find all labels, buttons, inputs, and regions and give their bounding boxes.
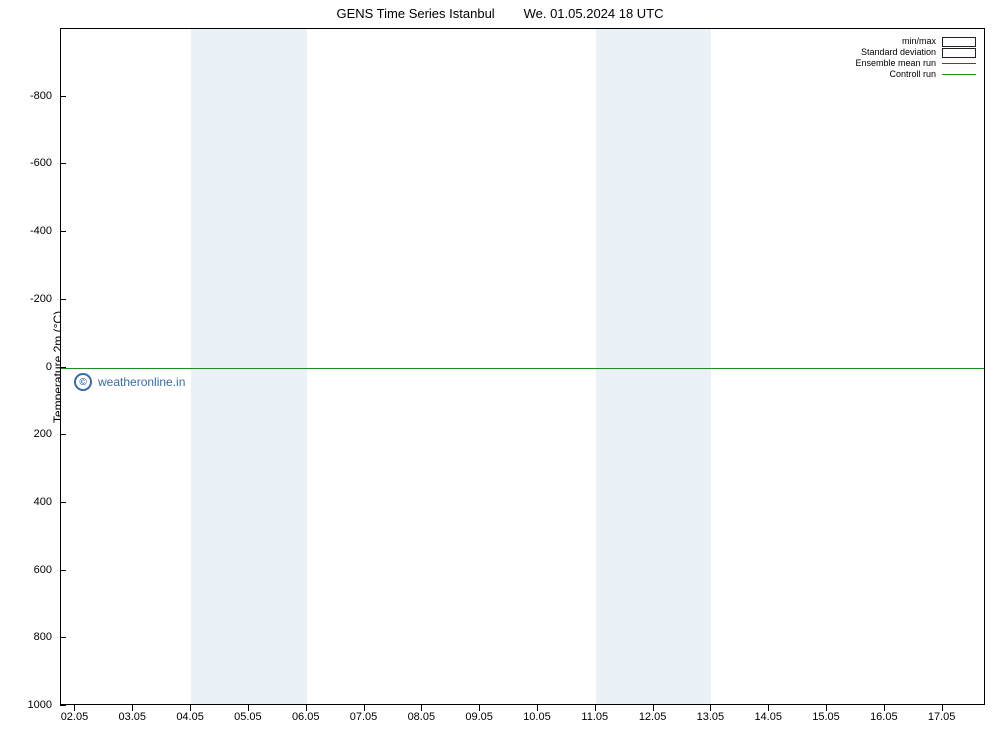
plot-area: [60, 28, 985, 705]
x-tick-label: 06.05: [292, 711, 320, 723]
x-tick-label: 16.05: [870, 711, 898, 723]
weekend-shade: [596, 29, 712, 704]
legend-item-label: Controll run: [889, 69, 936, 80]
x-tick-label: 04.05: [176, 711, 204, 723]
legend-item-label: Standard deviation: [861, 47, 936, 58]
legend-swatch: [942, 48, 976, 58]
x-tick-label: 10.05: [523, 711, 551, 723]
y-tick-mark: [60, 367, 66, 368]
y-tick-label: 400: [34, 496, 52, 508]
x-tick-label: 09.05: [465, 711, 493, 723]
copyright-symbol: ©: [79, 377, 86, 388]
legend-line: [942, 63, 976, 64]
y-tick-label: -400: [30, 225, 52, 237]
legend: min/maxStandard deviationEnsemble mean r…: [855, 36, 976, 80]
y-tick-mark: [60, 434, 66, 435]
x-tick-mark: [710, 705, 711, 711]
y-tick-label: -800: [30, 90, 52, 102]
legend-line: [942, 74, 976, 75]
y-tick-mark: [60, 96, 66, 97]
x-tick-label: 17.05: [928, 711, 956, 723]
y-tick-label: -200: [30, 293, 52, 305]
x-tick-mark: [826, 705, 827, 711]
y-tick-mark: [60, 299, 66, 300]
x-tick-mark: [595, 705, 596, 711]
x-tick-label: 11.05: [581, 711, 608, 723]
x-tick-label: 02.05: [61, 711, 89, 723]
y-tick-mark: [60, 705, 66, 706]
weekend-shade: [191, 29, 307, 704]
y-tick-label: -600: [30, 157, 52, 169]
x-tick-mark: [306, 705, 307, 711]
x-tick-mark: [74, 705, 75, 711]
x-tick-label: 07.05: [350, 711, 378, 723]
watermark-text: weatheronline.in: [98, 375, 185, 389]
x-tick-mark: [942, 705, 943, 711]
y-tick-mark: [60, 637, 66, 638]
y-tick-label: 1000: [28, 699, 52, 711]
copyright-icon: ©: [74, 373, 92, 391]
x-tick-mark: [479, 705, 480, 711]
x-tick-mark: [190, 705, 191, 711]
x-tick-label: 03.05: [119, 711, 147, 723]
x-tick-label: 14.05: [754, 711, 782, 723]
y-tick-mark: [60, 231, 66, 232]
y-tick-mark: [60, 502, 66, 503]
y-tick-mark: [60, 570, 66, 571]
x-tick-mark: [421, 705, 422, 711]
x-tick-mark: [653, 705, 654, 711]
x-tick-label: 08.05: [408, 711, 436, 723]
x-tick-mark: [364, 705, 365, 711]
x-tick-mark: [884, 705, 885, 711]
chart-title: GENS Time Series Istanbul We. 01.05.2024…: [0, 6, 1000, 21]
chart-container: GENS Time Series Istanbul We. 01.05.2024…: [0, 0, 1000, 733]
x-tick-mark: [132, 705, 133, 711]
legend-item: min/max: [855, 36, 976, 47]
legend-item-label: min/max: [902, 36, 936, 47]
y-tick-label: 200: [34, 428, 52, 440]
legend-swatch: [942, 37, 976, 47]
legend-item: Standard deviation: [855, 47, 976, 58]
legend-item: Controll run: [855, 69, 976, 80]
zero-line: [61, 368, 984, 369]
watermark: © weatheronline.in: [74, 373, 185, 391]
x-tick-label: 12.05: [639, 711, 667, 723]
y-tick-label: 0: [46, 361, 52, 373]
x-tick-label: 05.05: [234, 711, 262, 723]
y-tick-label: 800: [34, 631, 52, 643]
legend-item: Ensemble mean run: [855, 58, 976, 69]
x-tick-mark: [248, 705, 249, 711]
x-tick-label: 13.05: [697, 711, 725, 723]
y-tick-label: 600: [34, 564, 52, 576]
x-tick-mark: [768, 705, 769, 711]
y-tick-mark: [60, 163, 66, 164]
legend-item-label: Ensemble mean run: [855, 58, 936, 69]
x-tick-label: 15.05: [812, 711, 840, 723]
x-tick-mark: [537, 705, 538, 711]
